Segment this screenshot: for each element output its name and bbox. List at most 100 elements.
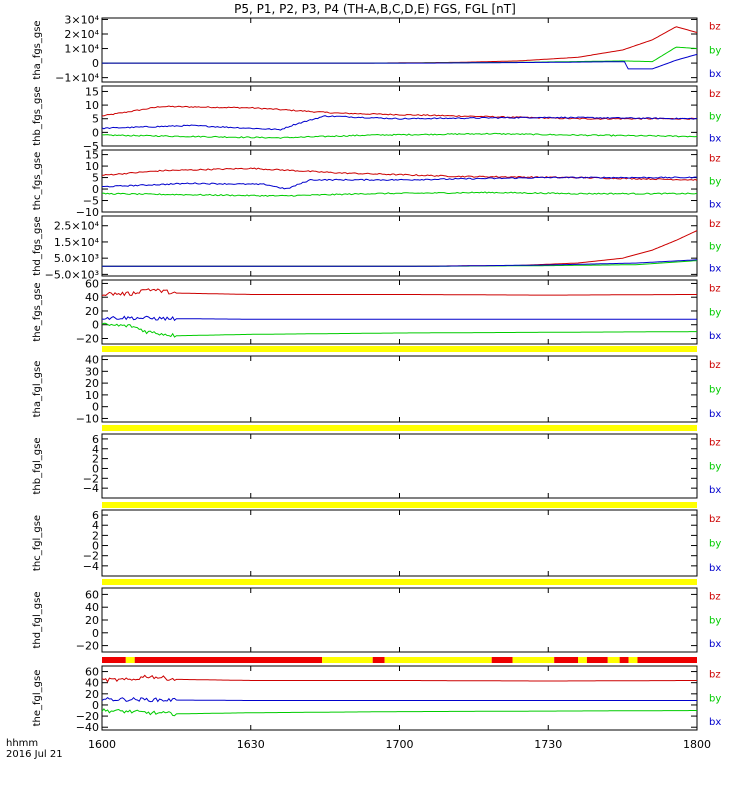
legend-by: by — [709, 176, 721, 187]
legend-bx: bx — [709, 409, 721, 420]
y-tick-label: 10 — [85, 389, 99, 402]
legend-bz: bz — [709, 153, 721, 164]
legend-by: by — [709, 615, 721, 626]
y-axis-label: thc_fgs_gse — [32, 152, 43, 211]
legend-by: by — [709, 538, 721, 549]
panel-frame — [101, 509, 698, 577]
legend-bz: bz — [709, 89, 721, 100]
series-line-bx — [102, 176, 698, 190]
y-tick-label: −5.0×10³ — [45, 268, 99, 281]
y-tick-label: 15 — [85, 85, 99, 98]
y-tick-label: 30 — [85, 365, 99, 378]
y-axis-label: tha_fgs_gse — [32, 20, 43, 79]
mode-bar-segment — [102, 502, 697, 508]
y-tick-label: 0 — [92, 57, 99, 70]
y-tick-label: 60 — [85, 277, 99, 290]
panel-frame — [101, 433, 698, 499]
x-tick-label: 1700 — [386, 738, 414, 751]
y-tick-label: 3×10⁴ — [64, 13, 99, 26]
y-tick-label: 20 — [85, 614, 99, 627]
mode-bar-segment — [578, 657, 587, 663]
mode-bar-segment — [512, 657, 555, 663]
panel-frame — [101, 587, 698, 653]
legend-bz: bz — [709, 514, 721, 525]
legend-bz: bz — [709, 592, 721, 603]
y-axis-label: the_fgs_gse — [32, 282, 43, 341]
series-line-bz — [102, 26, 698, 64]
y-tick-label: 20 — [85, 377, 99, 390]
y-tick-label: −2 — [83, 550, 99, 563]
y-tick-label: −20 — [76, 332, 99, 345]
y-axis-label: tha_fgl_gse — [32, 361, 43, 418]
legend-bx: bx — [709, 563, 721, 574]
legend-bx: bx — [709, 134, 721, 145]
series-line-bz — [101, 167, 698, 181]
y-tick-label: 6 — [92, 509, 99, 522]
figure-title: P5, P1, P2, P3, P4 (TH-A,B,C,D,E) FGS, F… — [234, 2, 516, 16]
y-tick-label: 20 — [85, 688, 99, 701]
y-tick-label: 0 — [92, 126, 99, 139]
mode-bar-segment — [102, 657, 126, 663]
panel-frame — [101, 215, 698, 277]
series-line-by — [102, 46, 698, 64]
legend-by: by — [709, 111, 721, 122]
y-tick-label: −2 — [83, 472, 99, 485]
y-axis-label: thc_fgl_gse — [32, 515, 43, 571]
y-tick-label: 40 — [85, 677, 99, 690]
y-tick-label: 5 — [92, 113, 99, 126]
y-tick-label: 15 — [85, 149, 99, 162]
series-line-bz — [101, 674, 697, 683]
x-tick-label: 1730 — [534, 738, 562, 751]
mode-bar-segment — [637, 657, 697, 663]
y-tick-label: 5 — [92, 172, 99, 185]
y-tick-label: 6 — [92, 433, 99, 446]
y-tick-label: 0 — [92, 462, 99, 475]
legend-by: by — [709, 693, 721, 704]
y-tick-label: 40 — [85, 291, 99, 304]
mode-bar-segment — [372, 657, 385, 663]
legend-bx: bx — [709, 717, 721, 728]
y-tick-label: 60 — [85, 588, 99, 601]
y-axis-label: thb_fgs_gse — [32, 86, 43, 145]
y-tick-label: −20 — [76, 710, 99, 723]
y-tick-label: 40 — [85, 601, 99, 614]
x-tick-label: 1600 — [88, 738, 116, 751]
series-line-bx — [102, 53, 698, 70]
y-tick-label: −40 — [76, 721, 99, 734]
legend-bx: bx — [709, 331, 721, 342]
panel-frame — [101, 355, 698, 423]
y-tick-label: 60 — [85, 666, 99, 679]
y-tick-label: 1×10⁴ — [64, 43, 99, 56]
y-axis-label: thd_fgl_gse — [32, 592, 43, 649]
y-tick-label: 0 — [92, 540, 99, 553]
y-axis-label: thd_fgs_gse — [32, 216, 43, 275]
series-line-by — [101, 322, 697, 338]
legend-bz: bz — [709, 22, 721, 33]
y-tick-label: 0 — [92, 699, 99, 712]
y-tick-label: −4 — [83, 560, 99, 573]
y-tick-label: 5.0×10³ — [54, 252, 99, 265]
mode-bar-segment — [384, 657, 492, 663]
series-line-bx — [101, 696, 697, 703]
series-line-bx — [101, 315, 697, 322]
y-tick-label: −5 — [83, 195, 99, 208]
y-tick-label: 2 — [92, 529, 99, 542]
legend-by: by — [709, 307, 721, 318]
x-tick-label: 1800 — [683, 738, 711, 751]
y-tick-label: 2 — [92, 453, 99, 466]
y-tick-label: 2×10⁴ — [64, 28, 99, 41]
mode-bar-segment — [102, 346, 697, 352]
legend-bx: bx — [709, 485, 721, 496]
legend-bx: bx — [709, 199, 721, 210]
x-tick-label: 1630 — [237, 738, 265, 751]
y-tick-label: 0 — [92, 319, 99, 332]
mode-bar-segment — [619, 657, 629, 663]
legend-by: by — [709, 384, 721, 395]
y-tick-label: 10 — [85, 99, 99, 112]
y-tick-label: 0 — [92, 627, 99, 640]
legend-bx: bx — [709, 264, 721, 275]
y-tick-label: −20 — [76, 640, 99, 653]
mode-bar-segment — [102, 579, 697, 585]
series-line-by — [101, 708, 697, 717]
